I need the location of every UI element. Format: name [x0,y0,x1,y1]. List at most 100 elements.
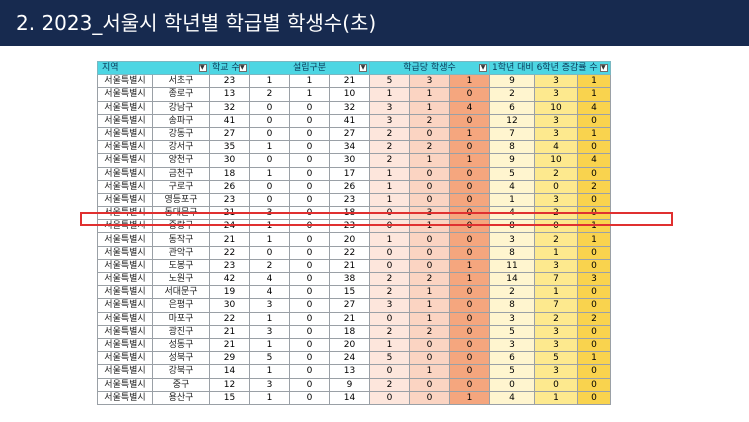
cell-value[interactable]: 27 [209,126,250,142]
cell-value[interactable]: 1 [534,245,578,260]
cell-value[interactable]: 1 [449,126,490,142]
cell-value[interactable]: 4 [577,153,611,168]
cell-city[interactable]: 서울특별시 [97,87,153,102]
cell-value[interactable]: 5 [489,166,535,181]
cell-value[interactable]: 1 [449,153,490,168]
filter-dropdown-icon[interactable]: ▼ [199,64,207,72]
cell-value[interactable]: 0 [449,298,490,313]
cell-city[interactable]: 서울특별시 [97,390,153,405]
cell-value[interactable]: 10 [534,153,578,168]
cell-value[interactable]: 0 [577,364,611,379]
cell-city[interactable]: 서울특별시 [97,351,153,366]
cell-city[interactable]: 서울특별시 [97,166,153,181]
cell-value[interactable]: 0 [289,285,330,300]
cell-value[interactable]: 1 [369,179,410,194]
cell-city[interactable]: 서울특별시 [97,179,153,194]
cell-value[interactable]: 0 [449,87,490,102]
cell-value[interactable]: 23 [329,192,370,208]
cell-value[interactable]: 0 [289,153,330,168]
cell-value[interactable]: 0 [289,245,330,260]
cell-value[interactable]: 0 [409,390,450,405]
cell-value[interactable]: 10 [329,87,370,102]
cell-value[interactable]: 4 [249,271,290,287]
cell-value[interactable]: 1 [577,74,611,89]
cell-district[interactable]: 서대문구 [152,285,210,300]
cell-value[interactable]: 1 [289,74,330,89]
cell-city[interactable]: 서울특별시 [97,100,153,115]
cell-value[interactable]: 0 [289,258,330,274]
cell-value[interactable]: 0 [577,390,611,405]
cell-value[interactable]: 0 [409,232,450,247]
cell-value[interactable]: 1 [449,271,490,287]
cell-value[interactable]: 2 [577,179,611,194]
cell-value[interactable]: 0 [409,377,450,392]
cell-value[interactable]: 0 [289,337,330,353]
cell-value[interactable]: 26 [329,179,370,194]
cell-value[interactable]: 21 [209,337,250,353]
cell-value[interactable]: 0 [449,337,490,353]
cell-value[interactable]: 0 [409,166,450,181]
cell-value[interactable]: 3 [577,271,611,287]
cell-value[interactable]: 3 [534,192,578,208]
cell-value[interactable]: 0 [249,126,290,142]
cell-value[interactable]: 0 [577,140,611,155]
cell-value[interactable]: 0 [289,271,330,287]
cell-value[interactable]: 2 [369,140,410,155]
cell-value[interactable]: 2 [409,140,450,155]
cell-value[interactable]: 14 [209,364,250,379]
cell-value[interactable]: 1 [409,311,450,326]
cell-value[interactable]: 0 [449,351,490,366]
cell-value[interactable]: 9 [489,153,535,168]
cell-value[interactable]: 3 [534,74,578,89]
cell-value[interactable]: 8 [489,140,535,155]
cell-city[interactable]: 서울특별시 [97,232,153,247]
cell-value[interactable]: 1 [489,192,535,208]
cell-value[interactable]: 3 [534,364,578,379]
cell-value[interactable]: 3 [369,113,410,128]
cell-value[interactable]: 1 [249,390,290,405]
cell-value[interactable]: 12 [209,377,250,392]
cell-district[interactable]: 종로구 [152,87,210,102]
cell-value[interactable]: 1 [249,166,290,181]
cell-value[interactable]: 0 [449,140,490,155]
cell-value[interactable]: 0 [289,390,330,405]
cell-value[interactable]: 4 [489,390,535,405]
cell-value[interactable]: 0 [369,311,410,326]
cell-value[interactable]: 3 [489,337,535,353]
cell-value[interactable]: 14 [489,271,535,287]
cell-value[interactable]: 13 [209,87,250,102]
cell-value[interactable]: 1 [577,87,611,102]
cell-value[interactable]: 0 [449,166,490,181]
cell-value[interactable]: 10 [534,100,578,115]
cell-value[interactable]: 32 [209,100,250,115]
cell-value[interactable]: 0 [409,192,450,208]
cell-value[interactable]: 6 [489,100,535,115]
cell-value[interactable]: 0 [449,364,490,379]
cell-value[interactable]: 4 [489,179,535,194]
cell-city[interactable]: 서울특별시 [97,192,153,208]
cell-city[interactable]: 서울특별시 [97,298,153,313]
cell-city[interactable]: 서울특별시 [97,324,153,339]
cell-value[interactable]: 1 [369,232,410,247]
cell-value[interactable]: 21 [329,258,370,274]
cell-value[interactable]: 0 [409,126,450,142]
cell-value[interactable]: 2 [369,377,410,392]
cell-value[interactable]: 0 [409,337,450,353]
cell-value[interactable]: 23 [209,192,250,208]
cell-value[interactable]: 8 [489,298,535,313]
cell-value[interactable]: 0 [409,351,450,366]
cell-district[interactable]: 노원구 [152,271,210,287]
cell-value[interactable]: 1 [409,100,450,115]
cell-value[interactable]: 1 [369,337,410,353]
cell-value[interactable]: 0 [289,126,330,142]
cell-district[interactable]: 성북구 [152,351,210,366]
cell-value[interactable]: 1 [577,126,611,142]
cell-value[interactable]: 0 [289,140,330,155]
cell-value[interactable]: 2 [534,311,578,326]
cell-value[interactable]: 0 [534,219,578,234]
cell-city[interactable]: 서울특별시 [97,337,153,353]
cell-value[interactable]: 2 [369,126,410,142]
cell-value[interactable]: 3 [249,377,290,392]
cell-value[interactable]: 27 [329,126,370,142]
filter-dropdown-icon[interactable]: ▼ [600,64,608,72]
